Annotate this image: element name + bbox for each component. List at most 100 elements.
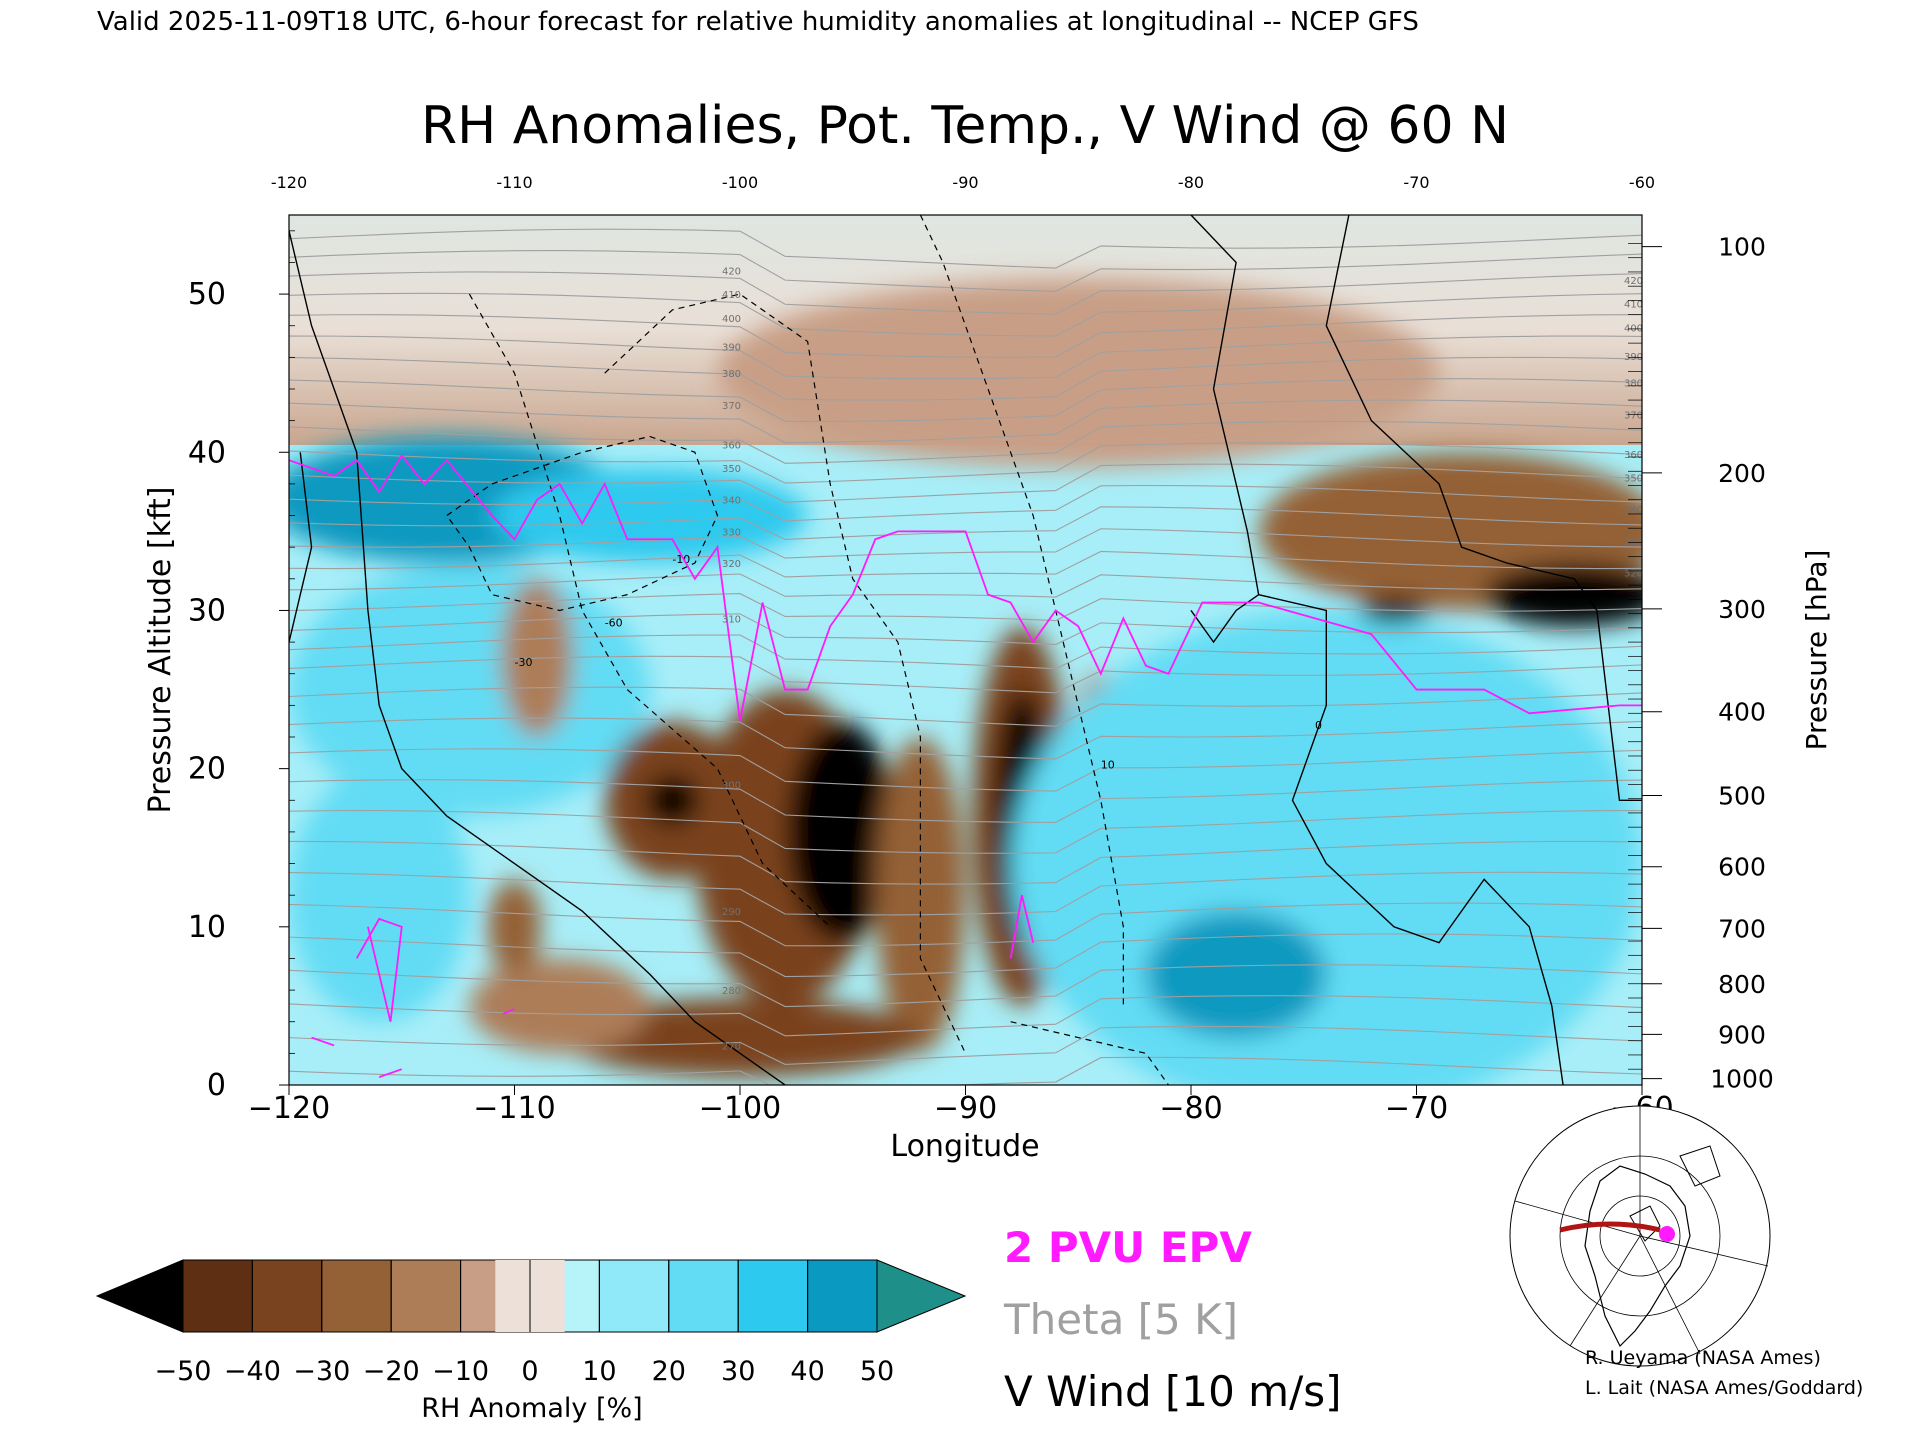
v-wind-contour-negative [1010, 1021, 1169, 1085]
colorbar-label: RH Anomaly [%] [421, 1393, 642, 1424]
theta-label: 320 [722, 559, 741, 570]
theta-contour [289, 420, 1642, 464]
colorbar-tick-label: −30 [293, 1356, 350, 1387]
rh-anomaly-field [289, 278, 1642, 1085]
x-tick-label-top: -100 [722, 173, 758, 192]
map-meridian [1514, 1200, 1641, 1237]
v-wind-contour [1190, 215, 1564, 1085]
colorbar-segment [390, 1259, 462, 1333]
valid-line: Valid 2025-11-09T18 UTC, 6-hour forecast… [97, 7, 1419, 37]
theta-contour [289, 1025, 1642, 1065]
colorbar-tick-label: −10 [432, 1356, 489, 1387]
theta-contour [289, 528, 1642, 559]
theta-contour [289, 593, 1642, 622]
colorbar-segment [668, 1259, 739, 1333]
theta-label: 380 [1624, 379, 1643, 390]
rh-anomaly-blob [1145, 911, 1327, 1038]
colorbar-segment [598, 1259, 670, 1333]
locator-map [1509, 1105, 1771, 1367]
chart-title: RH Anomalies, Pot. Temp., V Wind @ 60 N [421, 96, 1509, 156]
y-tick-label: 40 [188, 435, 226, 470]
y-axis-label: Pressure Altitude [kft] [143, 487, 178, 814]
theta-contour [289, 228, 1642, 269]
credit-line-1: R. Ueyama (NASA Ames) [1585, 1347, 1821, 1369]
theta-label: 290 [722, 907, 741, 918]
pressure-tick-label: 800 [1718, 970, 1766, 999]
x-tick-label: −100 [699, 1091, 781, 1126]
colorbar-tick-label: 50 [860, 1356, 894, 1387]
v-wind-contour-negative [446, 435, 719, 612]
theta-label: 410 [722, 290, 741, 301]
pressure-tick-label: 200 [1718, 459, 1766, 488]
colorbar-segment [251, 1259, 323, 1333]
y-axis-right-pressure: 100 200 300 400 500 600 700 800 900 1000 [1628, 233, 1774, 1094]
theta-label: 310 [722, 614, 741, 625]
x-axis-label: Longitude [890, 1129, 1039, 1164]
rh-anomaly-blob [1484, 563, 1642, 627]
colorbar-tick-label: 0 [521, 1356, 538, 1387]
x-tick-label-top: -70 [1403, 173, 1429, 192]
x-tick-label: −110 [473, 1091, 555, 1126]
theta-contour [289, 779, 1642, 823]
theta-contour [289, 840, 1642, 885]
epv-2pvu-segment [355, 917, 403, 1022]
x-tick-label: −80 [1159, 1091, 1222, 1126]
x-tick-label-top: -80 [1178, 173, 1204, 192]
colorbar: −50 −40 −30 −20 −10 0 10 20 30 40 50 [95, 1259, 967, 1387]
theta-contour [289, 634, 1642, 670]
theta-label: 420 [722, 266, 741, 277]
y-tick-label: 20 [188, 752, 226, 787]
theta-contour [289, 484, 1642, 522]
y-tick-label: 50 [188, 277, 226, 312]
colorbar-segment [737, 1259, 809, 1333]
pressure-tick-label: 1000 [1710, 1065, 1774, 1094]
theta-contour [289, 335, 1642, 380]
theta-contour [289, 964, 1642, 1008]
theta-label: 390 [722, 342, 741, 353]
v-wind-contour [289, 230, 786, 1085]
rh-anomaly-blob [491, 468, 808, 563]
theta-label: 410 [1624, 300, 1643, 311]
colorbar-segment [807, 1259, 878, 1333]
legend-epv: 2 PVU EPV [1004, 1223, 1252, 1272]
map-section-line [1559, 1221, 1661, 1233]
theta-contour [289, 995, 1642, 1037]
rh-anomaly-blob [559, 997, 921, 1078]
y-tick-label: 30 [188, 593, 226, 628]
theta-contour [289, 314, 1642, 358]
theta-label: 350 [1624, 474, 1643, 485]
rh-anomaly-blob [487, 879, 542, 975]
x-tick-label-top: -90 [952, 173, 978, 192]
theta-label: 280 [722, 986, 741, 997]
theta-contour [289, 271, 1642, 315]
pressure-tick-label: 300 [1718, 595, 1766, 624]
colorbar-tick-label: 40 [790, 1356, 824, 1387]
theta-contour [289, 573, 1642, 598]
theta-contour [289, 810, 1642, 854]
theta-label: 370 [1624, 410, 1643, 421]
theta-contour [289, 250, 1642, 293]
rh-anomaly-blob [289, 768, 470, 1022]
theta-label: 360 [1624, 450, 1643, 461]
theta-contour [289, 550, 1642, 578]
x-tick-label-top: -110 [496, 173, 532, 192]
y-tick-label: 10 [188, 910, 226, 945]
theta-label: 360 [722, 440, 741, 451]
map-point-marker [1659, 1226, 1675, 1242]
rh-anomaly-blob [469, 958, 650, 1054]
theta-contour [289, 399, 1642, 444]
theta-contour [289, 655, 1642, 694]
theta-label: 370 [722, 401, 741, 412]
x-axis-top: -120 -110 -100 -90 -80 -70 -60 [271, 173, 1655, 192]
theta-contour [289, 717, 1642, 760]
theta-label: 380 [722, 369, 741, 380]
v-wind-label: 10 [1101, 759, 1115, 772]
theta-contour [289, 356, 1642, 401]
theta-label: 340 [1624, 505, 1643, 516]
x-tick-label: −70 [1385, 1091, 1448, 1126]
map-coastline [1629, 1145, 1721, 1242]
v-wind-contour [289, 452, 313, 643]
theta-label: 350 [722, 464, 741, 475]
colorbar-segment [182, 1259, 253, 1333]
pressure-axis-label: Pressure [hPa] [1800, 550, 1833, 751]
